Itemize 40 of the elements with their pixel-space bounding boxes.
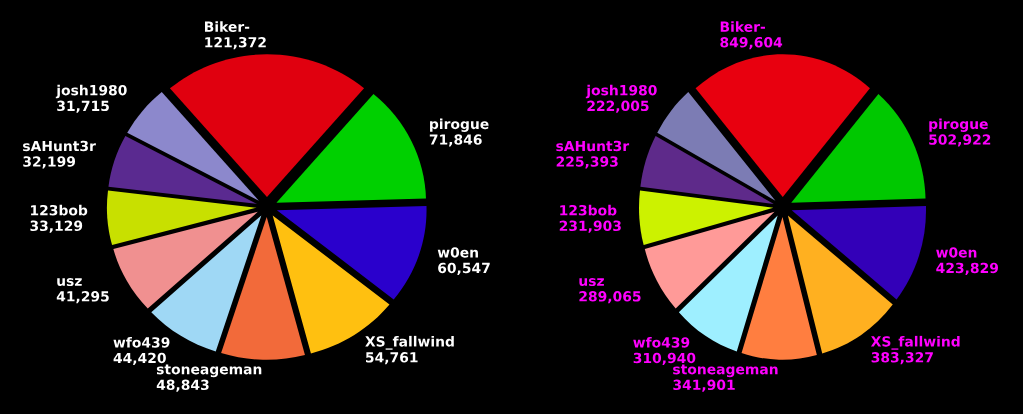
data-label: 54,761 bbox=[366, 352, 418, 365]
slice-label: XS_fallwind bbox=[365, 335, 454, 350]
data-label: 231,903 bbox=[559, 220, 621, 233]
data-label: 41,295 bbox=[56, 291, 109, 304]
data-label: 849,604 bbox=[720, 36, 783, 50]
slice-label: Biker- bbox=[204, 21, 250, 32]
slice-label: usz bbox=[579, 278, 604, 287]
slice-label: 123bob bbox=[560, 204, 617, 216]
data-label: 44,420 bbox=[113, 352, 166, 365]
data-label: 310,940 bbox=[633, 352, 696, 365]
data-label: 31,715 bbox=[57, 100, 109, 113]
slice-label: sAHunt3r bbox=[23, 140, 96, 152]
data-label: 71,846 bbox=[429, 134, 482, 147]
data-label: 502,922 bbox=[929, 134, 991, 147]
slice-label: usz bbox=[57, 278, 82, 287]
data-label: 32,199 bbox=[23, 156, 76, 169]
data-label: 60,547 bbox=[438, 262, 490, 275]
data-label: 423,829 bbox=[936, 262, 999, 275]
data-label: 383,327 bbox=[871, 352, 933, 365]
slice-label: 123bob bbox=[31, 204, 88, 216]
slice-label: sAHunt3r bbox=[556, 140, 630, 152]
slice-label: wfo439 bbox=[633, 336, 690, 348]
slice-label: XS_fallwind bbox=[870, 335, 960, 350]
slice-label: w0en bbox=[936, 247, 977, 258]
slice-label: stoneageman bbox=[673, 364, 778, 378]
slice-label: josh1980 bbox=[585, 84, 657, 99]
data-label: 222,005 bbox=[587, 100, 649, 113]
data-label: 48,843 bbox=[156, 379, 209, 392]
slice-label: w0en bbox=[437, 247, 478, 258]
data-label: 121,372 bbox=[205, 36, 266, 50]
slice-label: wfo439 bbox=[113, 336, 170, 348]
slice-label: Biker- bbox=[720, 21, 765, 32]
data-label: 225,393 bbox=[556, 156, 618, 169]
data-label: 289,065 bbox=[579, 291, 641, 304]
slice-label: pirogue bbox=[929, 118, 988, 132]
slice-label: josh1980 bbox=[55, 84, 127, 99]
data-label: 33,129 bbox=[30, 220, 83, 233]
slice-label: stoneageman bbox=[156, 364, 262, 378]
slice-label: pirogue bbox=[430, 118, 489, 132]
data-label: 341,901 bbox=[673, 379, 735, 392]
